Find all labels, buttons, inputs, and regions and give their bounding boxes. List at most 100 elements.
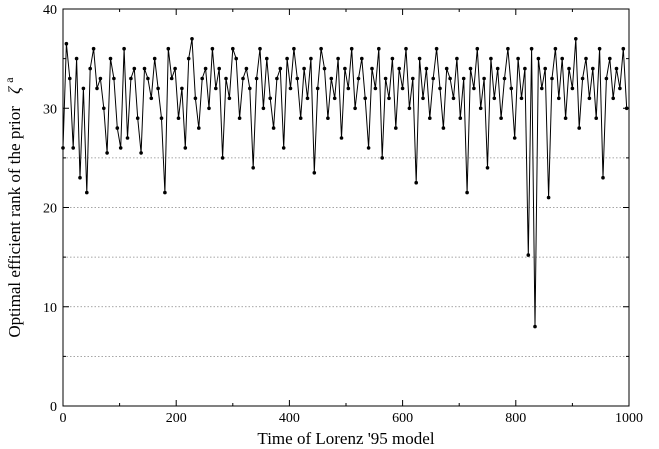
- x-tick-label: 0: [60, 411, 67, 426]
- x-tick-label: 600: [392, 411, 413, 426]
- data-point: [608, 56, 612, 61]
- data-point: [492, 96, 497, 101]
- data-point: [550, 76, 554, 81]
- data-point: [455, 56, 459, 61]
- data-point: [506, 46, 510, 51]
- data-point: [353, 106, 357, 111]
- data-point: [78, 175, 82, 180]
- data-point: [472, 86, 476, 91]
- data-point: [502, 76, 507, 81]
- data-point: [400, 86, 405, 91]
- data-point: [292, 46, 296, 51]
- data-point: [186, 56, 191, 61]
- data-point: [91, 46, 96, 51]
- data-point: [553, 46, 558, 51]
- data-point: [241, 76, 245, 81]
- data-point: [366, 146, 371, 150]
- data-point: [614, 66, 619, 71]
- data-point: [234, 56, 238, 61]
- data-point: [125, 136, 130, 140]
- data-point: [98, 76, 103, 81]
- data-point: [560, 56, 564, 61]
- data-point: [591, 66, 595, 71]
- data-point: [421, 96, 425, 101]
- data-point: [509, 86, 514, 91]
- data-point: [523, 66, 527, 71]
- data-point: [526, 253, 531, 257]
- data-point: [258, 46, 262, 51]
- data-point: [390, 56, 395, 61]
- data-point: [604, 76, 609, 81]
- data-point: [149, 96, 154, 101]
- data-point: [516, 56, 520, 61]
- data-series: [61, 37, 629, 329]
- data-point: [461, 76, 466, 81]
- data-point: [482, 76, 486, 81]
- data-point: [71, 146, 75, 150]
- data-point: [302, 66, 306, 71]
- data-point: [176, 116, 181, 120]
- data-point: [190, 37, 194, 41]
- data-point: [363, 96, 368, 101]
- data-point: [139, 151, 143, 155]
- data-point: [489, 56, 493, 61]
- x-tick-label: 400: [279, 411, 300, 426]
- x-tick-label: 800: [505, 411, 526, 426]
- data-point: [132, 66, 137, 71]
- data-point: [621, 46, 626, 51]
- data-point: [271, 126, 276, 130]
- data-point: [295, 76, 300, 81]
- data-point: [254, 76, 259, 81]
- data-point: [441, 126, 446, 130]
- data-point: [159, 116, 164, 120]
- data-point: [434, 46, 439, 51]
- data-point: [444, 66, 449, 71]
- data-point: [163, 190, 167, 195]
- axis-ticks: 0 200 400 600 800 1000 0 10 20 30 40: [43, 3, 643, 426]
- y-tick-label: 0: [50, 400, 57, 415]
- data-point: [387, 96, 391, 101]
- data-point: [135, 116, 140, 120]
- data-point: [197, 126, 201, 130]
- data-point: [326, 116, 330, 120]
- data-point: [424, 66, 429, 71]
- data-point: [319, 46, 323, 51]
- data-point: [220, 156, 225, 160]
- data-point: [343, 66, 347, 71]
- y-axis-title-superscript: a: [2, 77, 16, 83]
- data-point: [237, 116, 242, 120]
- data-point: [231, 46, 235, 51]
- data-point: [315, 86, 320, 91]
- data-point: [261, 106, 266, 111]
- data-point: [339, 136, 344, 140]
- data-point: [180, 86, 184, 91]
- data-point: [411, 76, 415, 81]
- data-point: [543, 66, 547, 71]
- y-tick-label: 40: [43, 3, 57, 18]
- data-point: [618, 86, 622, 91]
- data-point: [278, 66, 283, 71]
- data-point: [305, 96, 310, 101]
- data-point: [567, 66, 571, 71]
- data-point: [557, 96, 561, 101]
- data-point: [152, 56, 157, 61]
- data-point: [214, 86, 218, 91]
- data-point: [210, 46, 215, 51]
- data-point: [336, 56, 340, 61]
- data-point: [115, 126, 120, 130]
- data-point: [95, 86, 99, 91]
- data-point: [322, 66, 327, 71]
- data-point: [394, 126, 398, 130]
- data-point: [360, 56, 364, 61]
- data-point: [112, 76, 116, 81]
- data-point: [88, 66, 92, 71]
- data-point: [448, 76, 452, 81]
- data-point: [512, 136, 517, 140]
- data-point: [475, 46, 480, 51]
- data-point: [584, 56, 588, 61]
- data-point: [574, 37, 578, 41]
- data-point: [499, 116, 503, 120]
- data-point: [414, 180, 419, 185]
